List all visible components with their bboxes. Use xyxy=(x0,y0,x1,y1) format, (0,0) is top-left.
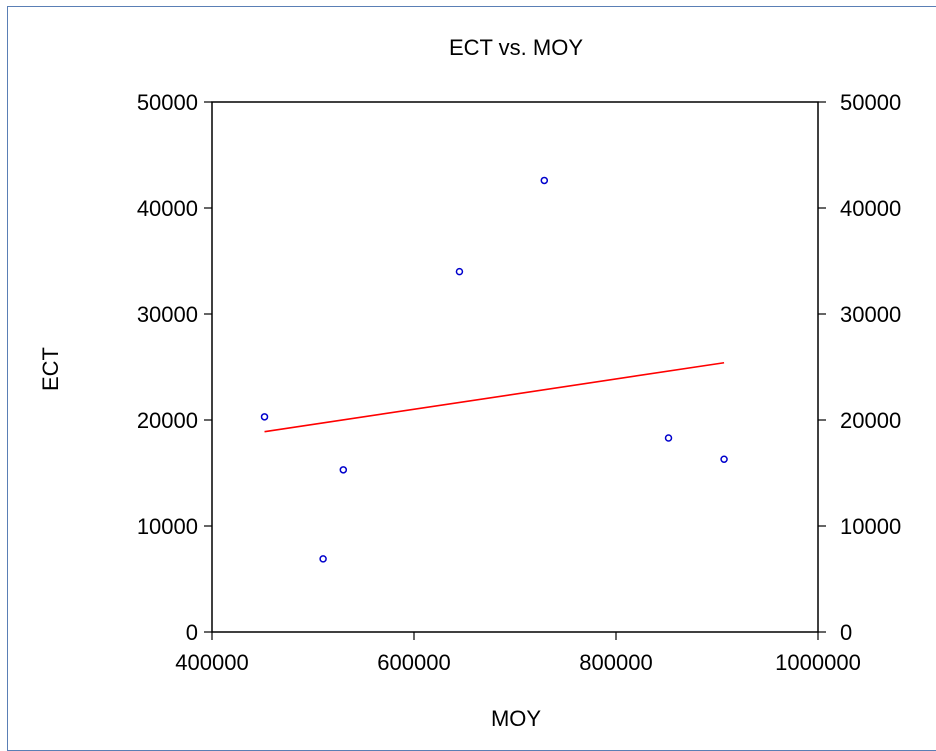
y-tick-label-right: 40000 xyxy=(840,196,901,221)
data-point xyxy=(319,555,327,563)
y-tick-label-left: 20000 xyxy=(137,408,198,433)
fit-line xyxy=(264,361,725,433)
y-tick-label-left: 0 xyxy=(186,620,198,645)
y-axis-label: ECT xyxy=(38,347,63,391)
x-tick-label: 800000 xyxy=(579,650,652,675)
chart-title: ECT vs. MOY xyxy=(449,35,583,60)
data-point xyxy=(455,267,464,276)
y-tick-label-left: 50000 xyxy=(137,90,198,115)
y-tick-label-left: 10000 xyxy=(137,514,198,539)
y-tick-label-right: 50000 xyxy=(840,90,901,115)
data-point xyxy=(540,176,549,185)
y-tick-label-right: 20000 xyxy=(840,408,901,433)
y-tick-label-right: 30000 xyxy=(840,302,901,327)
x-tick-label: 1000000 xyxy=(775,650,861,675)
data-point xyxy=(664,434,673,442)
y-tick-label-left: 40000 xyxy=(137,196,198,221)
plot-area xyxy=(211,101,819,633)
data-point xyxy=(339,466,348,474)
data-point xyxy=(720,455,728,463)
x-tick-label: 600000 xyxy=(377,650,450,675)
y-tick-label-right: 10000 xyxy=(840,514,901,539)
x-tick-label: 400000 xyxy=(175,650,248,675)
x-axis-label: MOY xyxy=(491,706,541,731)
y-tick-label-left: 30000 xyxy=(137,302,198,327)
data-point xyxy=(260,413,269,421)
y-tick-label-right: 0 xyxy=(840,620,852,645)
